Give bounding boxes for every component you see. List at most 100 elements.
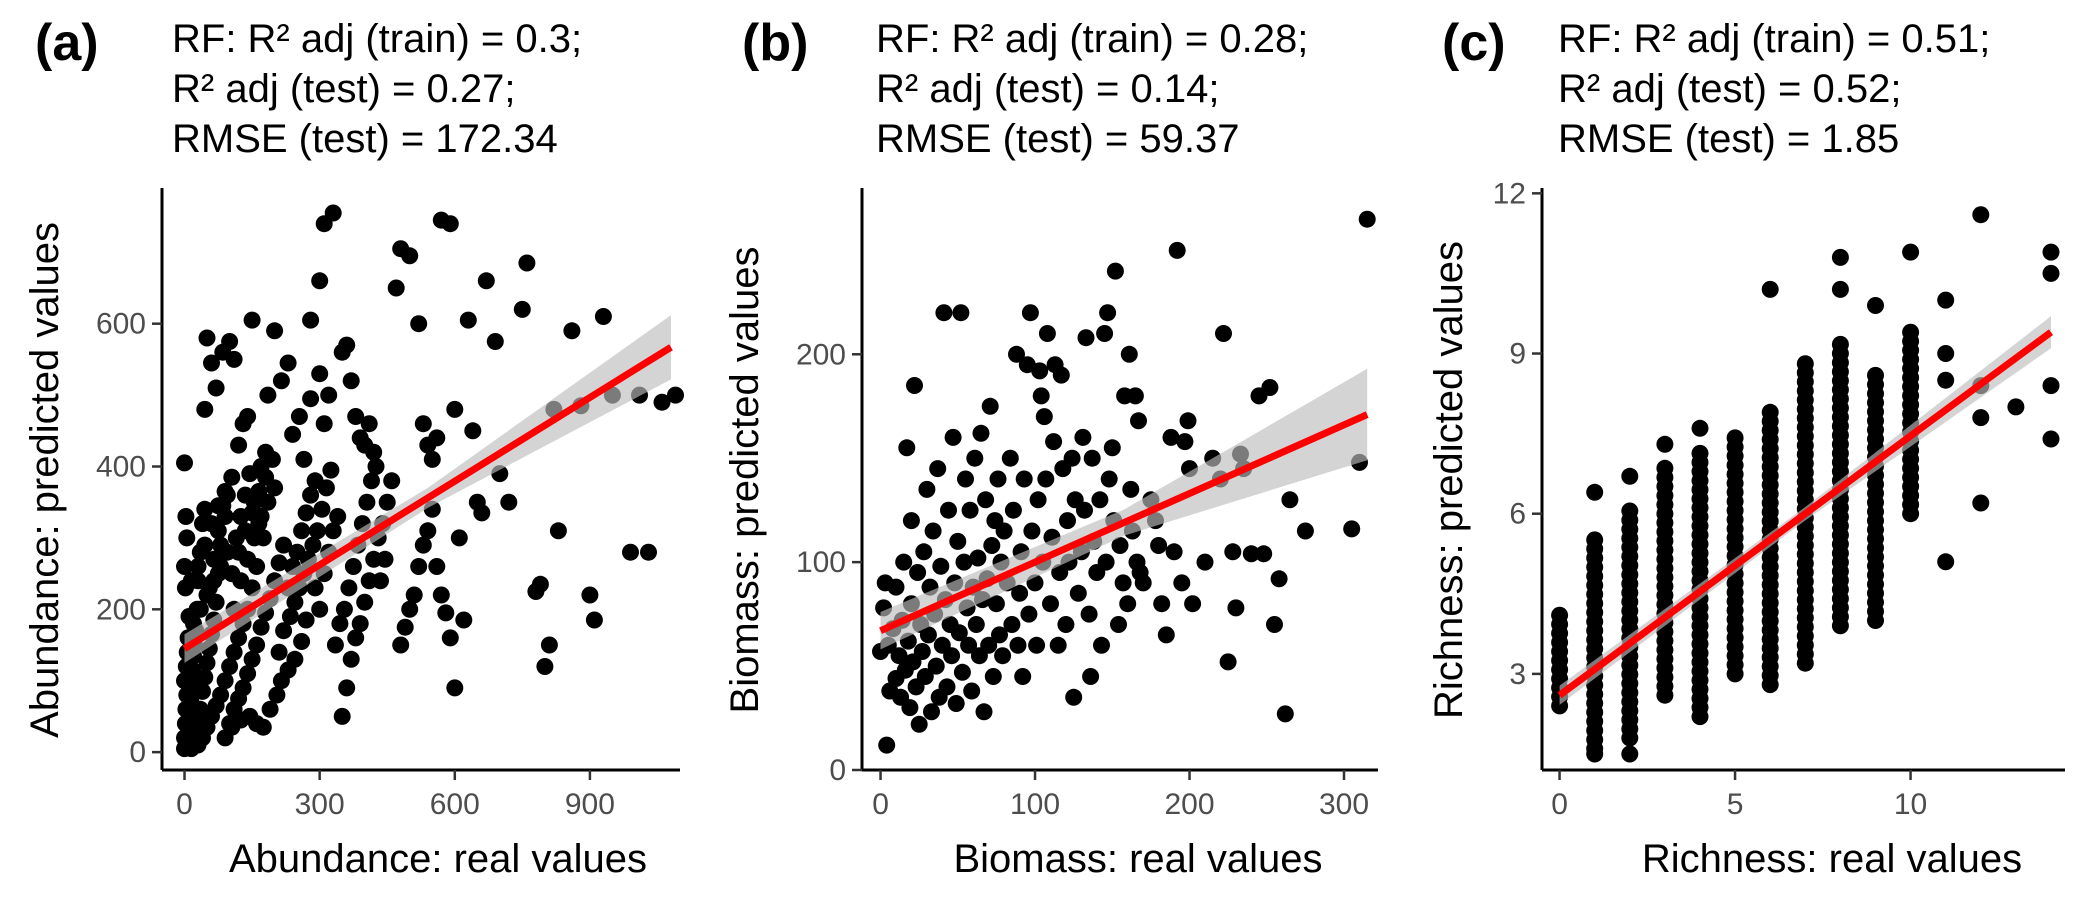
panel-c-data-point: [1972, 409, 1990, 427]
panel-c-y-tick-label: 3: [1509, 658, 1526, 691]
panel-a-data-point: [203, 354, 220, 372]
panel-a-data-point: [667, 386, 684, 404]
panel-b-y-tick-label: 0: [829, 754, 846, 787]
panel-a-data-point: [243, 504, 261, 522]
panel-a-data-point: [324, 522, 342, 540]
panel-c-y-tick-label: 6: [1509, 498, 1526, 531]
panel-b-data-point: [938, 678, 956, 696]
panel-b-data-point: [1111, 537, 1129, 554]
panel-c-data-point: [1972, 494, 1990, 512]
panel-b-data-point: [1093, 636, 1110, 654]
panel-b-data-point: [1162, 428, 1180, 446]
panel-b-data-point: [1343, 520, 1361, 538]
panel-b-data-point: [984, 668, 1002, 685]
panel-b-data-point: [1196, 553, 1214, 571]
panel-a-data-point: [585, 611, 603, 629]
panel-b-data-point: [1021, 304, 1039, 322]
panel-b-data-point: [1035, 408, 1053, 426]
panel-b-data-point: [1042, 595, 1059, 613]
panel-a-data-point: [335, 600, 353, 618]
panel-b-data-point: [1045, 433, 1063, 451]
panel-c-data-point: [1761, 403, 1779, 421]
panel-b-data-point: [1038, 325, 1056, 342]
panel-b-data-point: [1157, 626, 1175, 644]
panel-a-data-point: [419, 522, 437, 540]
panel-b-data-point: [1028, 636, 1046, 654]
panel-b-data-point: [1059, 512, 1076, 530]
panel-b-data-point: [1020, 605, 1038, 623]
panel-b-data-point: [1097, 553, 1115, 571]
panel-c-data-point: [2042, 430, 2060, 448]
panel-b-x-tick-label: 0: [872, 788, 889, 821]
panel-a-data-point: [284, 425, 302, 443]
panel-a-data-point: [428, 558, 446, 575]
panel-c-y-tick-label: 12: [1493, 177, 1526, 210]
panel-a-data-point: [176, 454, 193, 472]
panel-b-data-point: [1173, 574, 1191, 592]
panel-b-data-point: [1031, 362, 1049, 380]
panel-label-b: (b): [742, 14, 808, 72]
panel-b-data-point: [924, 522, 942, 540]
panel-a-data-point: [196, 500, 214, 518]
panel-a-data-point: [473, 504, 491, 522]
panel-a-data-point: [272, 372, 290, 390]
panel-b-data-point: [910, 715, 928, 733]
panel-a-data-point: [311, 365, 329, 383]
panel-a-stat-test: R² adj (test) = 0.27;: [172, 67, 515, 111]
panel-b-data-point: [991, 626, 1008, 644]
panel-a-data-point: [486, 333, 504, 350]
panel-a-x-tick-label: 900: [565, 788, 615, 821]
panel-b-data-point: [1074, 428, 1092, 446]
panel-b-data-point: [1063, 449, 1081, 467]
panel-b-data-point: [966, 449, 984, 467]
panel-c-data-point: [1621, 502, 1639, 520]
panel-a-data-point: [405, 586, 423, 604]
panel-a-data-point: [216, 483, 234, 500]
panel-a-data-point: [286, 593, 304, 611]
panel-a-data-point: [286, 650, 304, 668]
panel-b-data-point: [944, 428, 962, 446]
panel-c-data-point: [1761, 280, 1779, 298]
panel-a-data-point: [363, 472, 380, 490]
panel-a-data-point: [259, 386, 277, 404]
panel-b-data-point: [1255, 545, 1273, 563]
panel-a-data-point: [302, 390, 320, 408]
panel-c-y-axis-title: Richness: predicted values: [1427, 241, 1471, 719]
panel-c-data-point: [1937, 553, 1955, 571]
panel-a-data-point: [257, 468, 275, 486]
panel-a-data-point: [177, 508, 195, 525]
panel-a-data-point: [308, 522, 326, 540]
panel-a-data-point: [428, 429, 446, 447]
panel-b-x-tick-label: 300: [1319, 788, 1369, 821]
panel-c-regression-line: [1557, 329, 2054, 699]
panel-b-data-point: [916, 668, 934, 685]
panel-a-data-point: [315, 415, 333, 433]
panel-a-data-point: [221, 333, 239, 350]
panel-b-x-axis-title: Biomass: real values: [953, 837, 1322, 881]
panel-a-data-point: [293, 633, 311, 650]
panel-a-data-point: [254, 718, 272, 736]
panel-a-data-point: [270, 643, 288, 661]
panel-b-data-point: [915, 543, 933, 561]
panel-b-data-point: [1037, 470, 1055, 488]
panel-a-plot: 0 300 600 900 0 200 400 600: [96, 188, 684, 821]
panel-a-data-point: [376, 550, 394, 568]
panel-b-data-point: [994, 647, 1012, 665]
panel-c-x-tick-label: 10: [1894, 788, 1927, 821]
panel-b-data-point: [906, 377, 923, 394]
panel-b-data-point: [1358, 210, 1376, 228]
panel-a-data-point: [437, 604, 455, 622]
panel-a-data-point: [203, 515, 220, 533]
panel-a-data-point: [313, 500, 331, 518]
panel-b-data-point: [1029, 491, 1047, 509]
panel-a-data-point: [500, 493, 518, 511]
panel-b-data-point: [977, 491, 995, 509]
panel-a-data-point: [563, 322, 581, 340]
panel-a-y-tick-label: 600: [96, 308, 146, 341]
panel-c-data-point: [2007, 398, 2025, 416]
panel-b-data-point: [1099, 304, 1117, 322]
panel-b-data-point: [952, 304, 970, 322]
panel-a-data-point: [297, 611, 315, 629]
panel-c-data-point: [1831, 280, 1849, 298]
